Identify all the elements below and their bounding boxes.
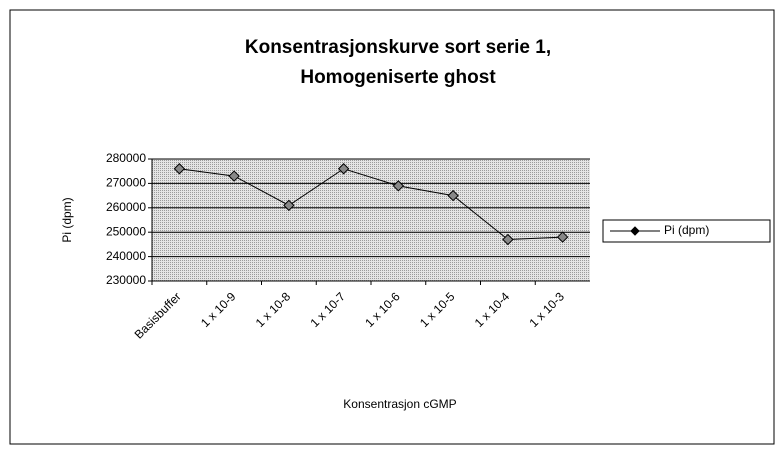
marker — [173, 163, 186, 175]
y-tick-label: 270000 — [106, 176, 146, 190]
legend-label: Pi (dpm) — [664, 223, 709, 237]
marker — [556, 231, 569, 243]
marker — [447, 189, 459, 202]
chart-title: Konsentrasjonskurve sort serie 1, — [245, 37, 551, 58]
marker — [228, 170, 240, 182]
y-tick-label: 280000 — [106, 151, 146, 165]
marker — [337, 163, 350, 175]
y-tick-label: 260000 — [106, 200, 146, 214]
marker — [283, 199, 295, 212]
x-axis-label: Konsentrasjon cGMP — [343, 397, 456, 411]
y-tick-label: 250000 — [106, 224, 146, 238]
y-tick-label: 240000 — [106, 249, 146, 263]
marker — [392, 180, 405, 192]
legend-marker — [630, 226, 640, 236]
y-tick-label: 230000 — [106, 273, 146, 287]
chart-title: Homogeniserte ghost — [300, 67, 496, 88]
plot-area — [152, 159, 590, 281]
y-axis-label: Pi (dpm) — [60, 197, 74, 242]
legend-box — [602, 219, 771, 243]
marker — [502, 233, 514, 246]
series-line — [179, 168, 563, 241]
